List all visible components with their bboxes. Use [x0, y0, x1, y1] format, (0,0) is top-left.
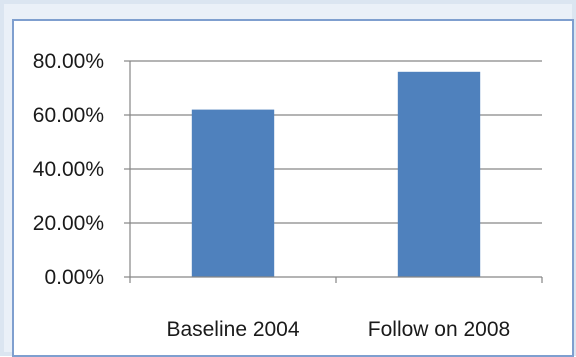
y-tick-label: 60.00%	[33, 104, 104, 127]
axes	[124, 60, 543, 283]
y-tick-label: 80.00%	[33, 50, 104, 73]
chart-area	[12, 19, 574, 357]
bar	[397, 71, 481, 277]
x-category-label: Follow on 2008	[368, 318, 510, 341]
x-category-label: Baseline 2004	[166, 318, 299, 341]
y-tick-label: 0.00%	[44, 266, 104, 289]
y-tick-labels: 0.00% 20.00% 40.00% 60.00% 80.00%	[33, 50, 104, 289]
bars	[191, 71, 481, 277]
x-category-labels: Baseline 2004 Follow on 2008	[166, 318, 510, 341]
bar	[191, 109, 275, 277]
y-tick-label: 20.00%	[33, 212, 104, 235]
y-tick-label: 40.00%	[33, 158, 104, 181]
